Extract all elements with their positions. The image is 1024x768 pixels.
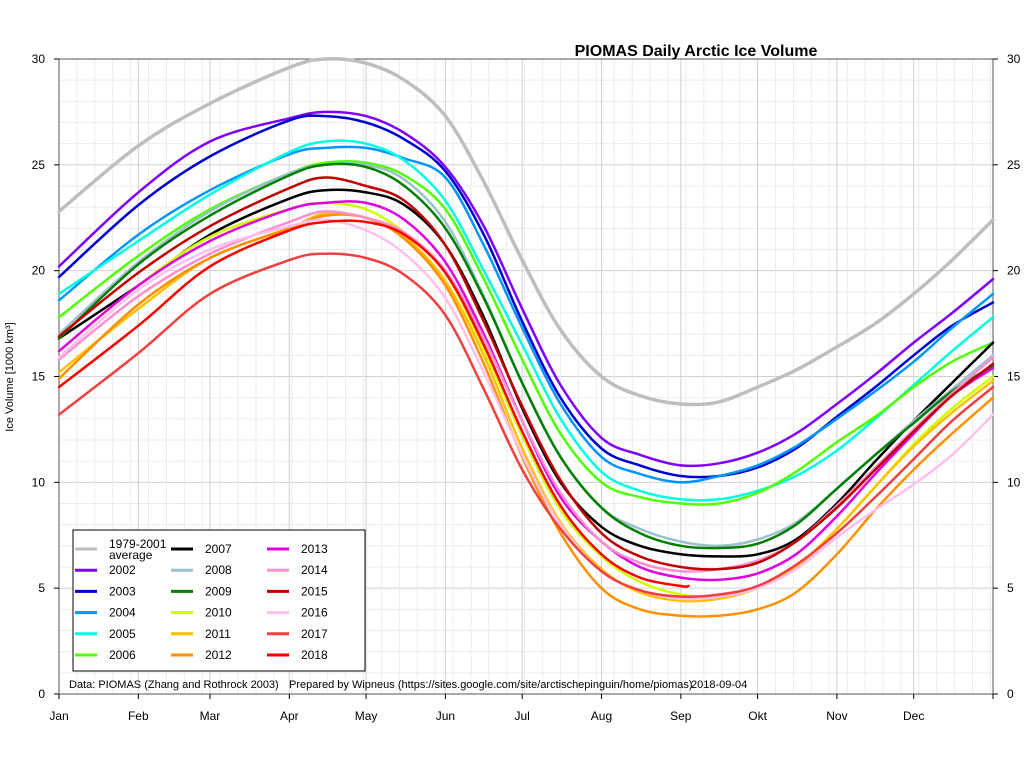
x-tick-label: Aug <box>591 709 612 723</box>
y-tick-label-right: 25 <box>1007 158 1021 172</box>
legend-label-2014: 2014 <box>301 563 328 577</box>
axes: 0 0 5 5 10 10 15 15 20 20 25 25 30 30 Jan Feb Mar Apr May J… <box>32 52 1021 723</box>
y-tick-label-right: 15 <box>1007 370 1021 384</box>
y-tick-label-left: 10 <box>32 475 46 489</box>
y-tick-label-right: 30 <box>1007 52 1021 66</box>
series-line-2005 <box>57 139 995 502</box>
chart-title: PIOMAS Daily Arctic Ice Volume <box>575 43 818 60</box>
x-tick-label: Jun <box>436 709 455 723</box>
y-tick-label-right: 10 <box>1007 475 1021 489</box>
y-tick-label-left: 0 <box>38 687 45 701</box>
series-line-2009 <box>57 162 995 550</box>
x-tick-label: May <box>355 709 378 723</box>
legend-label-2003: 2003 <box>109 584 136 598</box>
series-line-2014 <box>57 210 995 573</box>
series-line-2003 <box>57 114 995 479</box>
series-line-2017 <box>57 252 995 599</box>
y-tick-label-right: 0 <box>1007 687 1014 701</box>
legend-label-2005: 2005 <box>109 627 136 641</box>
x-tick-label: Jan <box>49 709 68 723</box>
y-tick-label-left: 5 <box>38 581 45 595</box>
footer-date: 2018-09-04 <box>691 679 747 691</box>
x-tick-label: Feb <box>128 709 149 723</box>
series-line-2012 <box>57 213 995 618</box>
y-tick-label-left: 20 <box>32 264 46 278</box>
legend-label-2017: 2017 <box>301 627 328 641</box>
x-tick-label: Nov <box>826 709 847 723</box>
x-tick-label: Dec <box>903 709 924 723</box>
legend-label-average-line1: 1979-2001 <box>109 537 167 551</box>
legend-label-2018: 2018 <box>301 648 328 662</box>
x-tick-label: Mar <box>200 709 221 723</box>
legend-label-2007: 2007 <box>205 542 232 556</box>
series-line-2016 <box>57 218 995 601</box>
y-tick-label-left: 15 <box>32 370 46 384</box>
legend-label-2002: 2002 <box>109 563 136 577</box>
legend-label-2016: 2016 <box>301 606 328 620</box>
series-line-2002 <box>57 110 995 468</box>
legend-label-2011: 2011 <box>205 627 231 641</box>
legend-label-2004: 2004 <box>109 606 136 620</box>
legend-label-2009: 2009 <box>205 584 232 598</box>
series-line-2013 <box>57 200 995 582</box>
legend-label-2006: 2006 <box>109 648 136 662</box>
y-tick-label-left: 25 <box>32 158 46 172</box>
x-tick-label: Jul <box>514 709 529 723</box>
y-tick-label-right: 20 <box>1007 264 1021 278</box>
y-tick-label-right: 5 <box>1007 581 1014 595</box>
footer-data-source: Data: PIOMAS (Zhang and Rothrock 2003) <box>69 679 279 691</box>
legend-label-2010: 2010 <box>205 606 232 620</box>
y-axis-label: Ice Volume [1000 km³] <box>4 322 16 431</box>
footer-prepared-by: Prepared by Wipneus (https://sites.googl… <box>289 679 693 691</box>
x-tick-label: Sep <box>670 709 692 723</box>
series-line-2015 <box>57 176 995 571</box>
x-tick-label: Okt <box>748 709 767 723</box>
legend-label-2008: 2008 <box>205 563 232 577</box>
series-line-2018 <box>57 219 690 588</box>
legend-label-2015: 2015 <box>301 584 328 598</box>
legend-label-2012: 2012 <box>205 648 232 662</box>
legend-label-average-line2: average <box>109 548 153 562</box>
series-line-2004 <box>57 145 995 484</box>
y-tick-label-left: 30 <box>32 52 46 66</box>
series-lines <box>57 57 995 618</box>
x-tick-label: Apr <box>280 709 299 723</box>
series-line-1979-2001-average <box>57 57 995 407</box>
legend-box <box>72 529 366 672</box>
footer: Data: PIOMAS (Zhang and Rothrock 2003) P… <box>69 679 747 691</box>
legend-label-2013: 2013 <box>301 542 328 556</box>
